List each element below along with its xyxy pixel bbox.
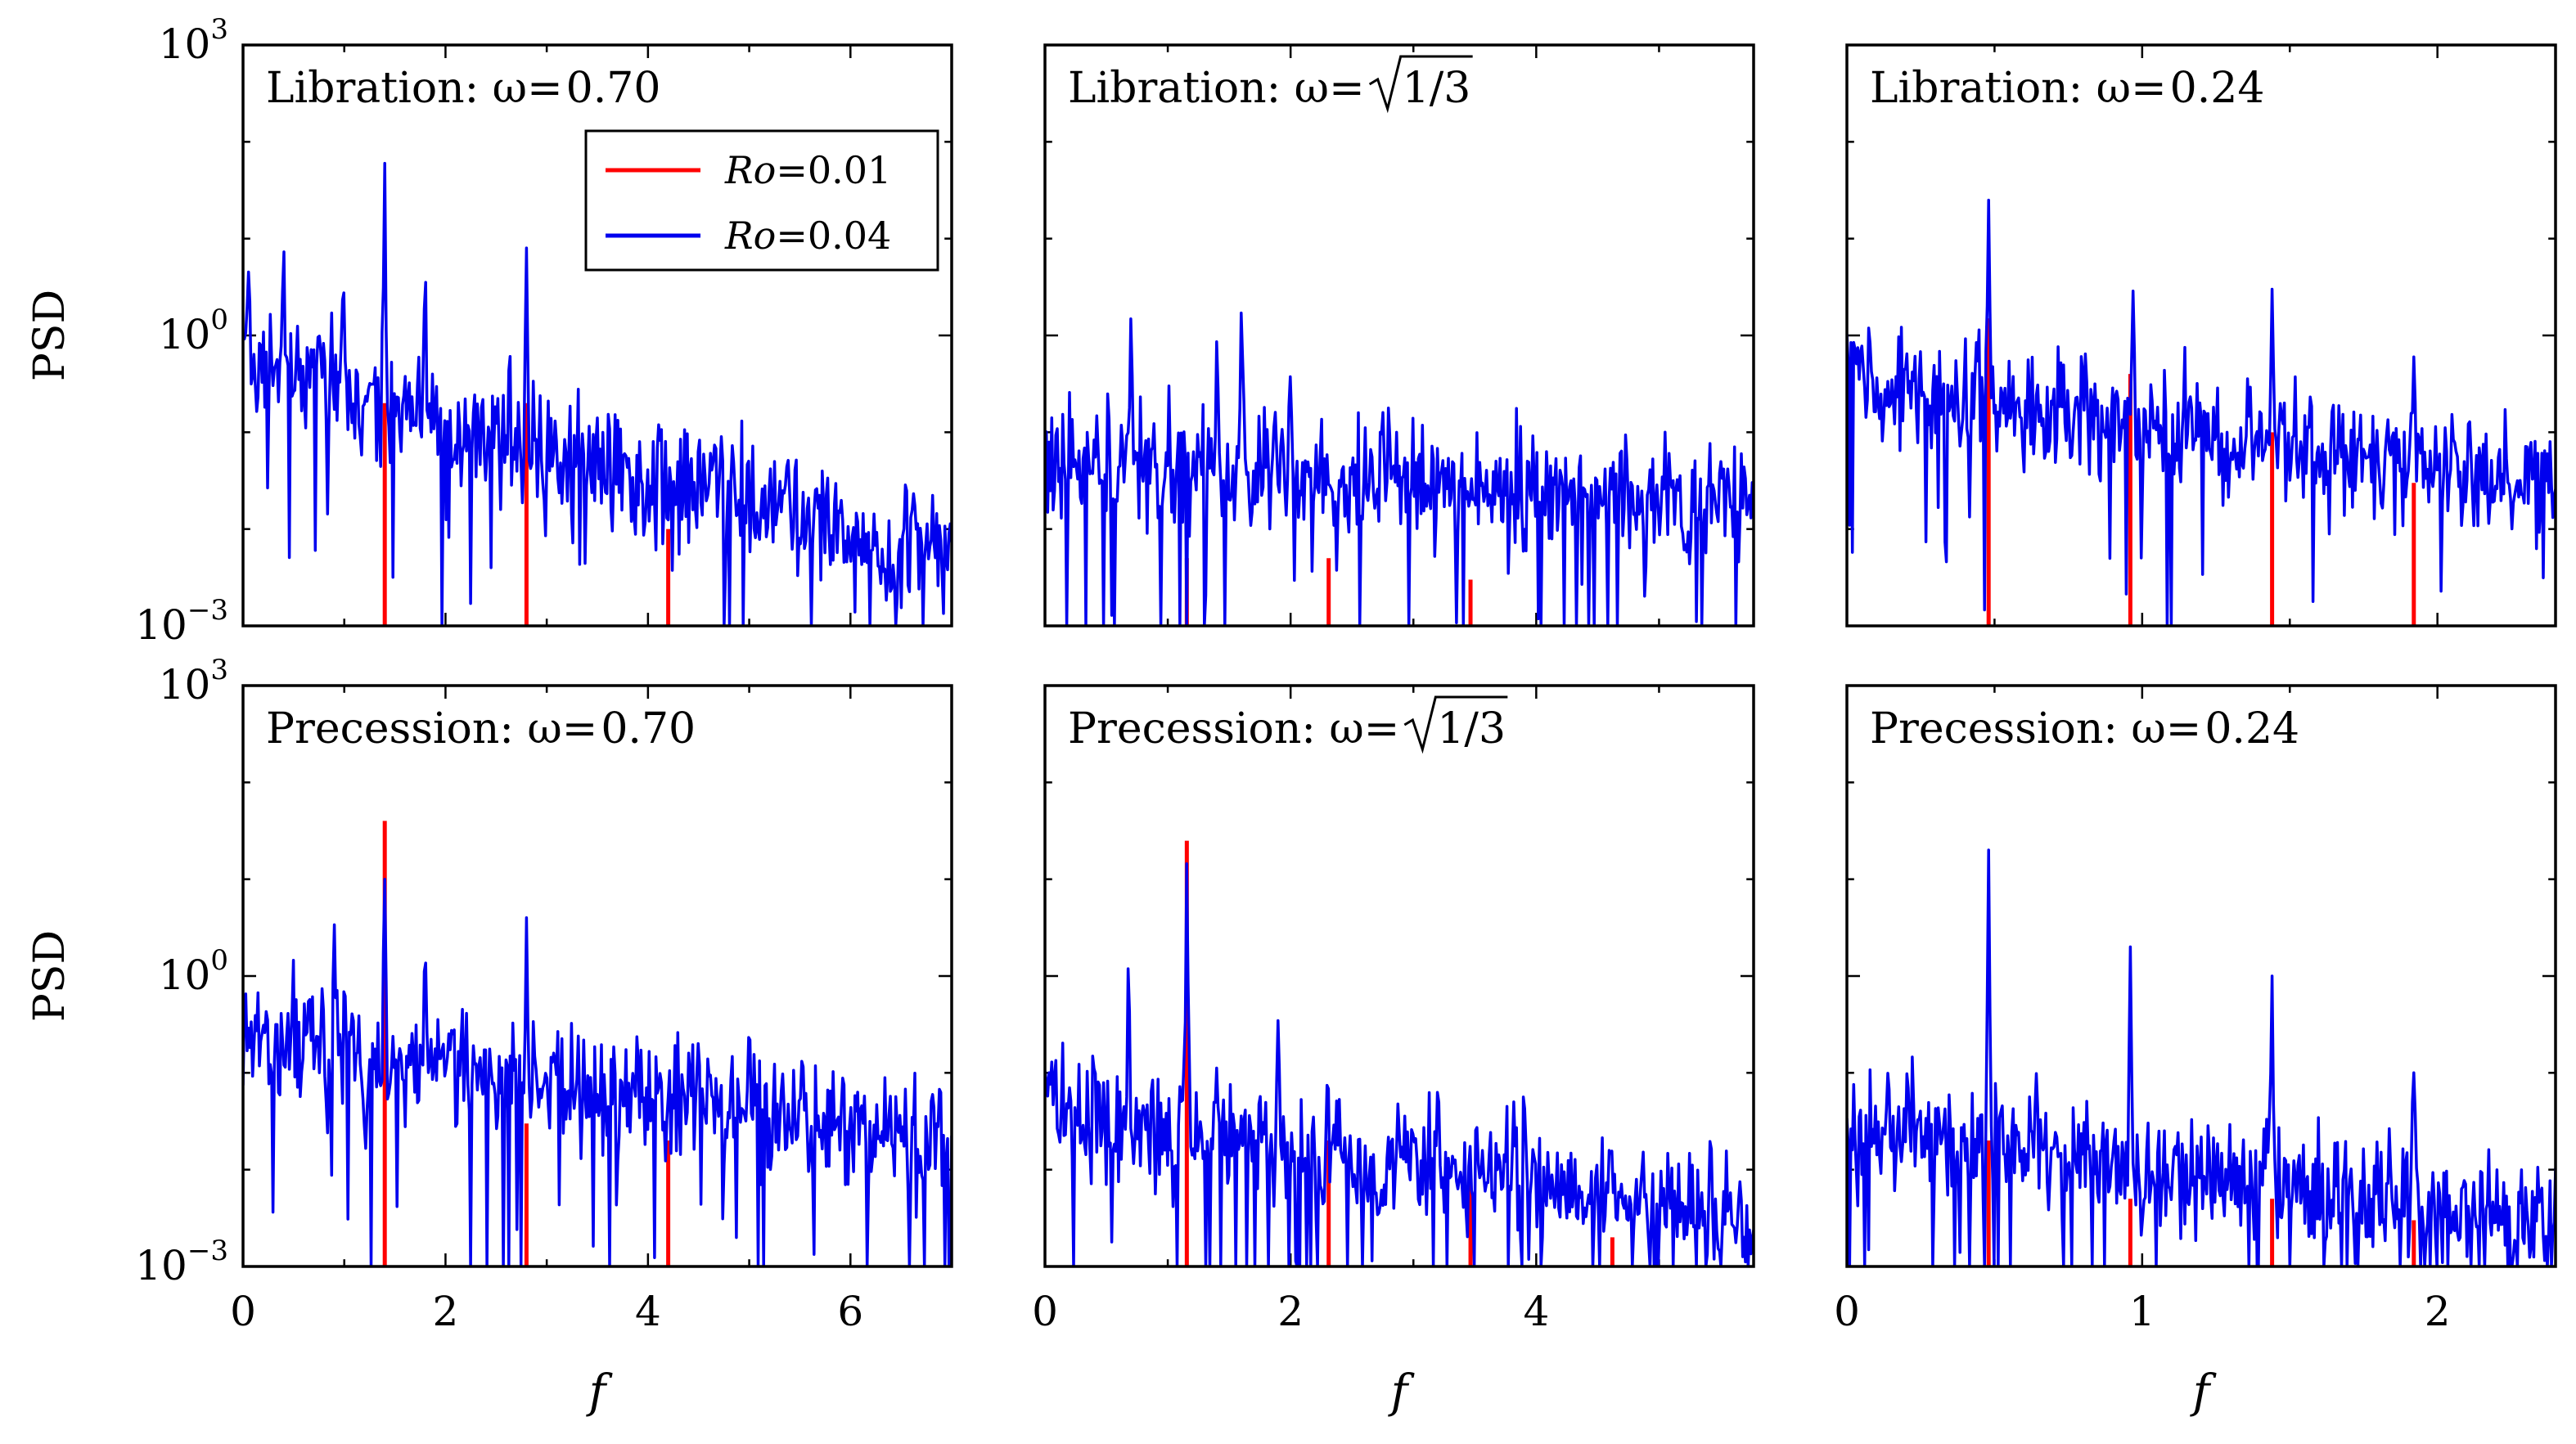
panel-r0-c2: Libration: ω= 0.24 [1845,43,2557,628]
panel-title-value: 0.70 [601,704,696,753]
panel-title-value: 0.24 [2170,64,2265,113]
axes-frame [241,684,953,1268]
panel-title: Libration: ω= [1068,64,1365,113]
panel-r1-c0: Precession: ω= 0.70 103 100 10−3 PSD 0 2 4 6 f [25,654,953,1419]
legend-box [584,129,939,272]
series-line [1847,198,2556,626]
sqrt-sign [1403,695,1508,754]
y-tick-label: 103 [159,13,228,68]
panel-title: Libration: ω= [1870,64,2167,113]
sqrt-sign [1368,55,1473,114]
x-tick-label: 2 [1277,1288,1304,1335]
series-line [1045,862,1754,1266]
panel-title: Precession: ω= [266,704,597,753]
series-line [243,161,952,626]
panel-title: Precession: ω= [1068,704,1399,753]
x-axis-label: f [586,1365,614,1419]
panel-r0-c1: Libration: ω= 1/3 [1043,43,1755,628]
y-tick-label: 103 [159,654,228,709]
series-line [1045,311,1754,626]
panel-r0-c0: Libration: ω= 0.70 103 100 10−3 PSD [25,13,953,649]
x-tick-label: 0 [1032,1288,1058,1335]
axes-frame [1845,43,2557,628]
x-tick-label: 6 [837,1288,863,1335]
axes-frame [1845,684,2557,1268]
series-line [243,877,952,1266]
panel-r1-c2: Precession: ω= 0.24 0 1 2 f [1834,684,2557,1419]
y-tick-label: 100 [159,944,228,999]
x-tick-label: 0 [230,1288,256,1335]
legend: Ro=0.01 Ro=0.04 [584,129,939,272]
y-axis-label: PSD [25,930,74,1022]
y-tick-label: 10−3 [135,594,228,649]
panel-title-value: 1/3 [1403,64,1471,113]
x-tick-label: 4 [635,1288,661,1335]
x-axis-label: f [2190,1365,2218,1419]
axes-frame [1043,684,1755,1268]
legend-label: Ro=0.04 [724,214,891,258]
x-tick-label: 0 [1834,1288,1860,1335]
y-tick-label: 100 [159,304,228,358]
axes-frame [241,43,953,628]
panel-r1-c1: Precession: ω= 1/3 0 2 4 f [1032,684,1755,1419]
x-axis-label: f [1388,1365,1416,1419]
x-tick-label: 1 [2129,1288,2155,1335]
y-tick-label: 10−3 [135,1235,228,1289]
series-line [1847,848,2556,1266]
x-tick-label: 2 [433,1288,459,1335]
panel-title-value: 0.24 [2204,704,2299,753]
panel-title: Libration: ω= [266,64,563,113]
x-tick-label: 4 [1523,1288,1549,1335]
panel-title-value: 0.70 [566,64,661,113]
panel-title: Precession: ω= [1870,704,2201,753]
legend-label: Ro=0.01 [724,148,891,192]
y-axis-label: PSD [25,290,74,381]
x-tick-label: 2 [2425,1288,2451,1335]
panel-title-value: 1/3 [1437,704,1506,753]
axes-frame [1043,43,1755,628]
